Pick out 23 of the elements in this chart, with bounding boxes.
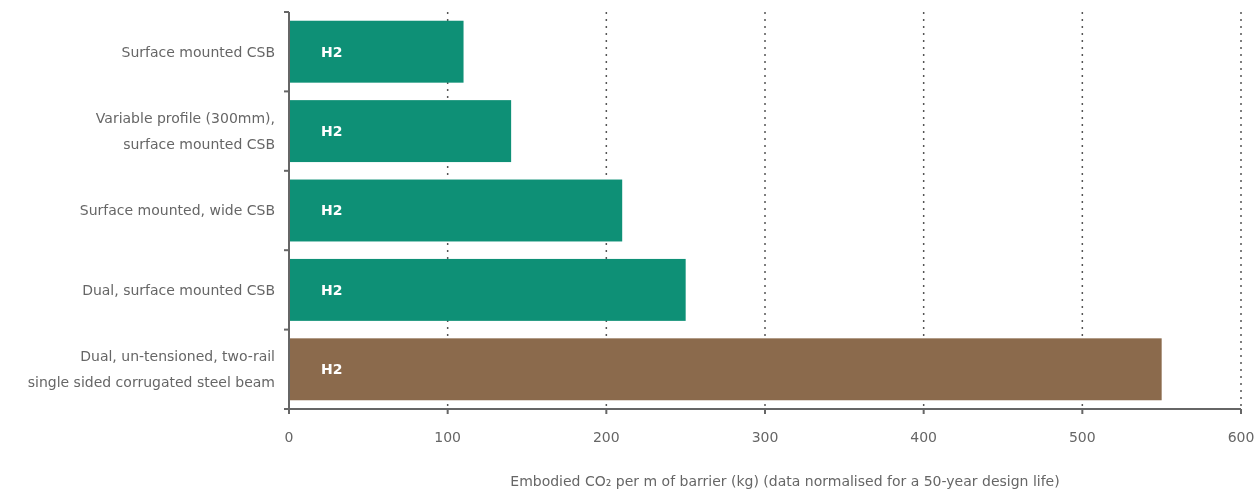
bar (289, 179, 623, 242)
x-axis-title: Embodied CO₂ per m of barrier (kg) (data normalised for a 50-year design life) (510, 473, 1060, 489)
y-tick-label: Surface mounted CSB (121, 43, 275, 60)
bar (289, 338, 1162, 401)
x-tick-label: 100 (434, 429, 462, 445)
x-tick-label: 600 (1227, 429, 1255, 445)
x-tick-label: 200 (592, 429, 620, 445)
x-tick-label: 0 (284, 429, 294, 445)
x-tick-label: 400 (910, 429, 938, 445)
y-tick-label: Dual, un-tensioned, two-rail single sided corrugated steel beam (27, 348, 275, 391)
bar (289, 258, 686, 321)
x-tick-label: 300 (751, 429, 779, 445)
data-label: H2 (321, 202, 343, 219)
data-label: H2 (321, 123, 343, 139)
data-label: H2 (321, 361, 343, 378)
data-label: H2 (321, 281, 343, 298)
bar (289, 100, 512, 163)
bar (289, 20, 464, 83)
x-tick-label: 500 (1068, 429, 1096, 445)
y-tick-label: Dual, surface mounted CSB (82, 281, 275, 298)
data-label: H2 (321, 43, 343, 60)
y-tick-label: Surface mounted, wide CSB (79, 202, 275, 219)
y-tick-label: Variable profile (300mm), surface mounted CSB (95, 110, 275, 152)
